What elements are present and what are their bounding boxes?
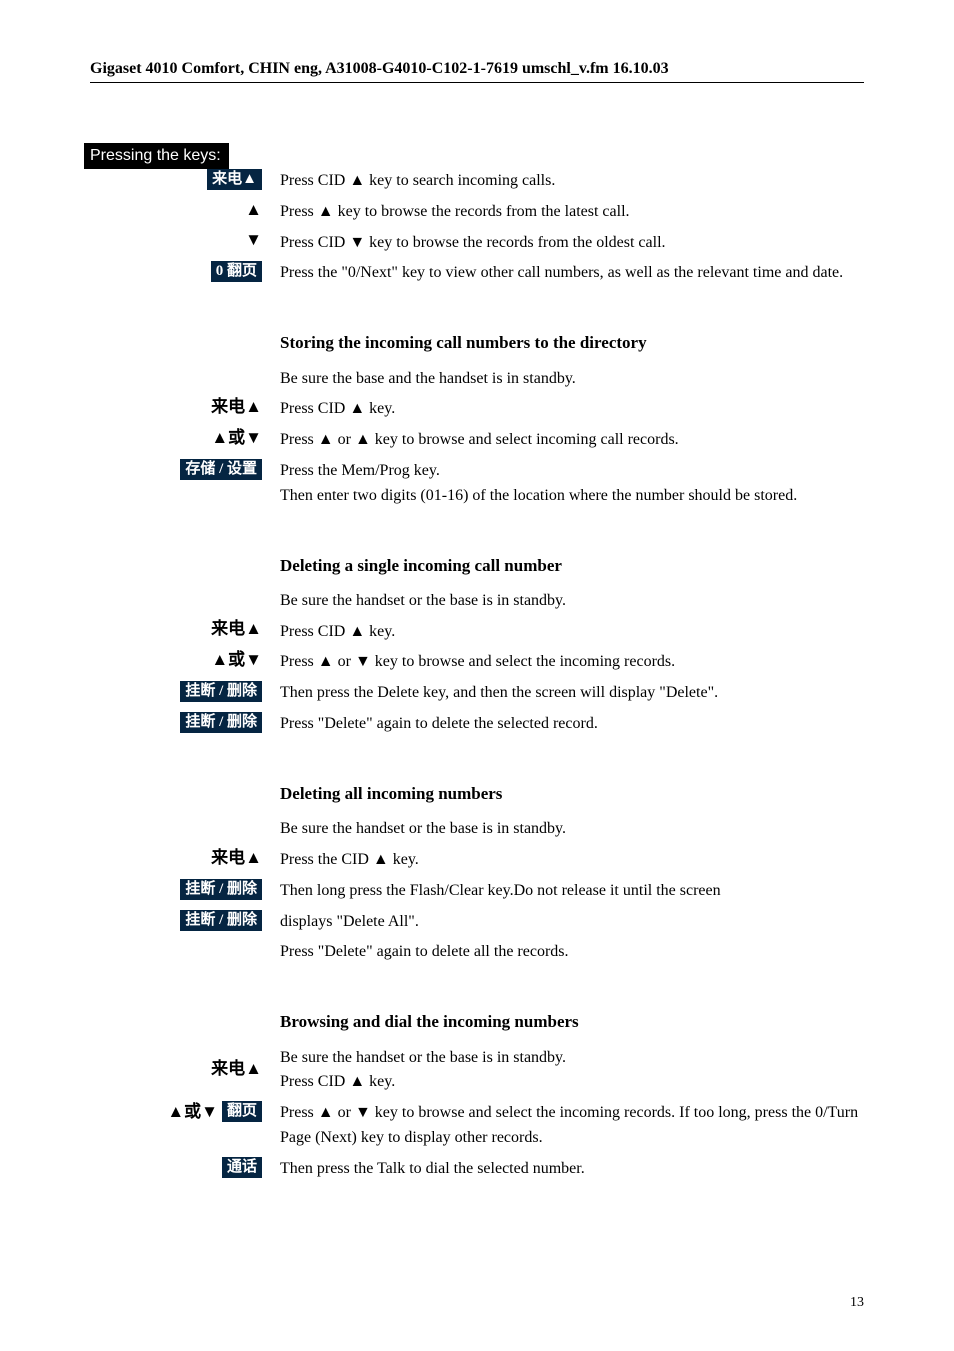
row-l23: 通话 Then press the Talk to dial the selec… <box>90 1157 864 1182</box>
text-l22: Press ▲ or ▼ key to browse and select th… <box>280 1101 864 1151</box>
key-laidian-up-3: 来电▲ <box>90 620 280 638</box>
up-or-down-label-2[interactable]: ▲或▼ <box>211 651 262 668</box>
hangup-delete-button-1[interactable]: 挂断 / 删除 <box>180 681 262 702</box>
page-container: Gigaset 4010 Comfort, CHIN eng, A31008-G… <box>0 0 954 1351</box>
row-l12: ▲或▼ Press ▲ or ▼ key to browse and selec… <box>90 650 864 675</box>
text-l8-wrap: Press the Mem/Prog key. Then enter two d… <box>280 459 864 509</box>
up-or-down-label-3[interactable]: ▲或▼ <box>167 1103 218 1120</box>
page-number: 13 <box>850 1295 864 1311</box>
text-l13: Then press the Delete key, and then the … <box>280 681 864 706</box>
page-button[interactable]: 翻页 <box>222 1101 262 1122</box>
key-zero-page: 0 翻页 <box>90 261 280 282</box>
text-l18: displays "Delete All". <box>280 910 864 935</box>
text-l1: Press CID ▲ key to search incoming calls… <box>280 169 864 194</box>
row-l14: 挂断 / 删除 Press "Delete" again to delete t… <box>90 712 864 737</box>
row-l11: 来电▲ Press CID ▲ key. <box>90 620 864 645</box>
row-l16: 来电▲ Press the CID ▲ key. <box>90 848 864 873</box>
text-l7: Press ▲ or ▲ key to browse and select in… <box>280 428 864 453</box>
row-l6: 来电▲ Press CID ▲ key. <box>90 397 864 422</box>
text-l20-21-wrap: Be sure the handset or the base is in st… <box>280 1046 864 1096</box>
key-laidian-up-5: 来电▲ <box>90 1046 280 1078</box>
text-l4: Press the "0/Next" key to view other cal… <box>280 261 864 286</box>
text-l8: Press the Mem/Prog key. <box>280 462 440 479</box>
text-l15: Be sure the handset or the base is in st… <box>280 817 864 842</box>
key-hangup-delete-2: 挂断 / 删除 <box>90 712 280 733</box>
row-h4: Browsing and dial the incoming numbers <box>90 991 864 1039</box>
row-l1: 来电▲ Press CID ▲ key to search incoming c… <box>90 169 864 194</box>
key-store-set: 存储 / 设置 <box>90 459 280 480</box>
row-l20: 来电▲ Be sure the handset or the base is i… <box>90 1046 864 1096</box>
caller-id-up-button[interactable]: 来电▲ <box>207 169 262 190</box>
row-l4: 0 翻页 Press the "0/Next" key to view othe… <box>90 261 864 286</box>
key-laidian-up-1: 来电▲ <box>90 169 280 190</box>
row-l8: 存储 / 设置 Press the Mem/Prog key. Then ent… <box>90 459 864 509</box>
row-l18: 挂断 / 删除 displays "Delete All". <box>90 910 864 935</box>
hangup-delete-button-4[interactable]: 挂断 / 删除 <box>180 910 262 931</box>
key-up: ▲ <box>90 200 280 218</box>
text-l10: Be sure the handset or the base is in st… <box>280 589 864 614</box>
row-l13: 挂断 / 删除 Then press the Delete key, and t… <box>90 681 864 706</box>
row-h3: Deleting all incoming numbers <box>90 763 864 811</box>
text-l19: Press "Delete" again to delete all the r… <box>280 940 864 965</box>
text-l6: Press CID ▲ key. <box>280 397 864 422</box>
key-hangup-delete-1: 挂断 / 删除 <box>90 681 280 702</box>
key-or-page: ▲或▼ 翻页 <box>90 1101 280 1122</box>
text-l9: Then enter two digits (01-16) of the loc… <box>280 487 797 504</box>
row-l7: ▲或▼ Press ▲ or ▲ key to browse and selec… <box>90 428 864 453</box>
caller-id-up-label-2[interactable]: 来电▲ <box>211 620 262 637</box>
up-arrow-button[interactable]: ▲ <box>245 201 262 218</box>
key-laidian-up-2: 来电▲ <box>90 397 280 415</box>
hangup-delete-button-3[interactable]: 挂断 / 删除 <box>180 879 262 900</box>
row-l5: Be sure the base and the handset is in s… <box>90 367 864 392</box>
text-l3: Press CID ▼ key to browse the records fr… <box>280 231 864 256</box>
text-l17: Then long press the Flash/Clear key.Do n… <box>280 879 864 904</box>
text-l14: Press "Delete" again to delete the selec… <box>280 712 864 737</box>
text-l5: Be sure the base and the handset is in s… <box>280 367 864 392</box>
caller-id-up-label-4[interactable]: 来电▲ <box>211 1060 262 1077</box>
row-l19: Press "Delete" again to delete all the r… <box>90 940 864 965</box>
key-up-or-down-1: ▲或▼ <box>90 428 280 446</box>
caller-id-up-label-3[interactable]: 来电▲ <box>211 849 262 866</box>
text-l2: Press ▲ key to browse the records from t… <box>280 200 864 225</box>
row-l22: ▲或▼ 翻页 Press ▲ or ▼ key to browse and se… <box>90 1101 864 1151</box>
row-l17: 挂断 / 删除 Then long press the Flash/Clear … <box>90 879 864 904</box>
row-l15: Be sure the handset or the base is in st… <box>90 817 864 842</box>
heading-storing: Storing the incoming call numbers to the… <box>280 330 864 356</box>
section-title: Pressing the keys: <box>84 143 229 169</box>
up-or-down-label-1[interactable]: ▲或▼ <box>211 429 262 446</box>
key-laidian-up-4: 来电▲ <box>90 848 280 866</box>
key-hangup-delete-3: 挂断 / 删除 <box>90 879 280 900</box>
row-h1: Storing the incoming call numbers to the… <box>90 312 864 360</box>
heading-delete-single: Deleting a single incoming call number <box>280 553 864 579</box>
text-l23: Then press the Talk to dial the selected… <box>280 1157 864 1182</box>
down-arrow-button[interactable]: ▼ <box>245 231 262 248</box>
text-l12: Press ▲ or ▼ key to browse and select th… <box>280 650 864 675</box>
caller-id-up-label[interactable]: 来电▲ <box>211 398 262 415</box>
document-header: Gigaset 4010 Comfort, CHIN eng, A31008-G… <box>90 60 864 83</box>
text-l21: Press CID ▲ key. <box>280 1073 395 1090</box>
row-l2: ▲ Press ▲ key to browse the records from… <box>90 200 864 225</box>
text-l16: Press the CID ▲ key. <box>280 848 864 873</box>
key-call: 通话 <box>90 1157 280 1178</box>
heading-browse-dial: Browsing and dial the incoming numbers <box>280 1009 864 1035</box>
key-down: ▼ <box>90 231 280 249</box>
row-l10: Be sure the handset or the base is in st… <box>90 589 864 614</box>
row-l3: ▼ Press CID ▼ key to browse the records … <box>90 231 864 256</box>
key-hangup-delete-4: 挂断 / 删除 <box>90 910 280 931</box>
section-title-wrap: Pressing the keys: <box>90 143 864 169</box>
heading-delete-all: Deleting all incoming numbers <box>280 781 864 807</box>
zero-page-button[interactable]: 0 翻页 <box>211 261 262 282</box>
call-button[interactable]: 通话 <box>222 1157 262 1178</box>
key-up-or-down-2: ▲或▼ <box>90 650 280 668</box>
text-l20: Be sure the handset or the base is in st… <box>280 1049 566 1066</box>
store-set-button[interactable]: 存储 / 设置 <box>180 459 262 480</box>
text-l11: Press CID ▲ key. <box>280 620 864 645</box>
row-h2: Deleting a single incoming call number <box>90 535 864 583</box>
hangup-delete-button-2[interactable]: 挂断 / 删除 <box>180 712 262 733</box>
